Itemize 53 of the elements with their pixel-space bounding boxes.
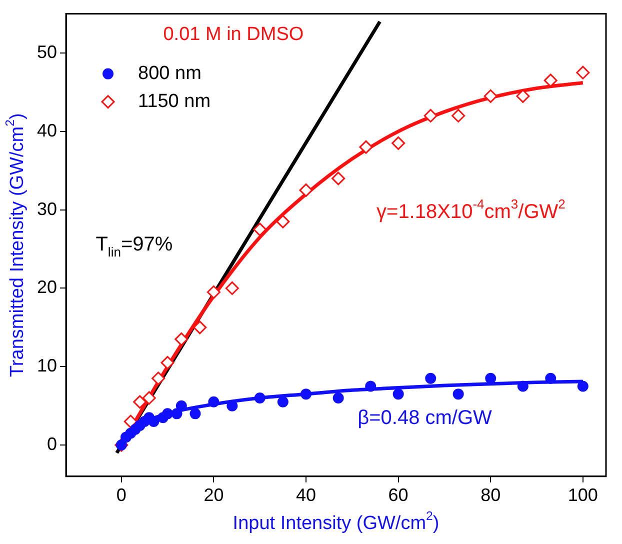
point	[253, 222, 267, 236]
point	[484, 89, 498, 103]
point	[171, 408, 182, 420]
point	[300, 388, 312, 400]
y-tick-label: 10	[36, 356, 58, 376]
point	[142, 391, 156, 405]
point	[174, 332, 188, 346]
point	[365, 380, 376, 392]
x-tick-label: 0	[116, 485, 126, 506]
point	[332, 172, 346, 186]
point	[190, 408, 201, 420]
point	[276, 214, 290, 228]
point	[545, 372, 556, 384]
point	[277, 396, 288, 408]
y-tick-label: 40	[36, 120, 58, 140]
point	[225, 281, 239, 295]
y-tick-label: 50	[36, 42, 58, 62]
y-axis-title: Transmitted Intensity (GW/cm2)	[3, 113, 28, 377]
point	[425, 372, 436, 384]
point	[162, 408, 174, 420]
y-tick-label: 20	[36, 277, 58, 298]
point	[392, 388, 404, 400]
point	[517, 380, 528, 392]
point	[193, 320, 207, 334]
point	[160, 356, 174, 370]
point	[208, 396, 220, 408]
point	[359, 140, 373, 154]
x-tick-label: 80	[480, 485, 501, 506]
y-tick-label: 30	[36, 198, 58, 219]
point	[452, 388, 464, 400]
point	[576, 66, 590, 80]
x-tick-label: 20	[204, 485, 224, 506]
annotation: β=0.48 cm/GW	[358, 407, 492, 430]
legend-label: 800 nm	[138, 63, 202, 84]
x-tick-label: 60	[388, 485, 408, 506]
annotation: 0.01 M in DMSO	[163, 24, 304, 45]
point	[424, 108, 438, 122]
x-tick-label: 100	[568, 485, 598, 506]
y-tick-label: 0	[47, 434, 58, 454]
point	[332, 392, 344, 404]
x-tick-label: 40	[296, 485, 316, 506]
point	[485, 372, 496, 384]
point	[206, 285, 220, 299]
point	[152, 372, 166, 386]
point	[452, 108, 466, 122]
point	[254, 392, 266, 404]
legend-label: 1150 nm	[138, 91, 211, 112]
point	[516, 89, 530, 103]
point	[577, 380, 588, 392]
point	[392, 136, 406, 150]
point	[133, 395, 147, 409]
point	[299, 183, 313, 197]
point	[544, 74, 558, 88]
